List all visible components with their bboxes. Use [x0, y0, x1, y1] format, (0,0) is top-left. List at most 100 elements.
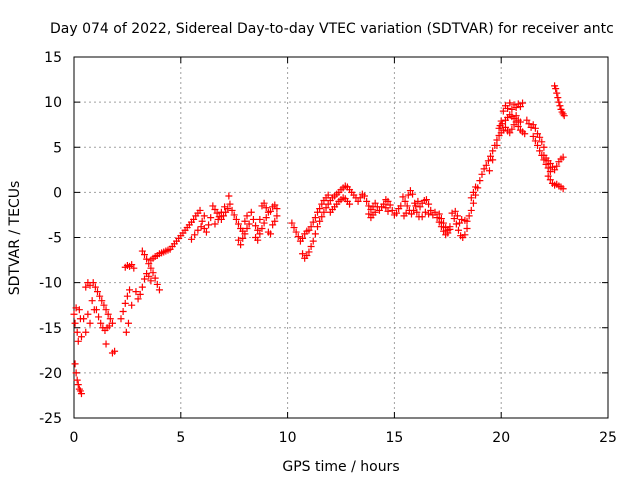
data-point	[467, 194, 475, 202]
data-point	[461, 231, 469, 239]
data-point	[232, 215, 240, 223]
data-point	[476, 177, 484, 185]
data-point	[138, 247, 146, 255]
y-tick-label: 0	[53, 185, 62, 201]
data-point	[256, 230, 264, 238]
data-point	[324, 200, 332, 208]
data-point	[73, 376, 81, 384]
data-point	[123, 292, 131, 300]
data-point	[138, 283, 146, 291]
data-point	[534, 141, 542, 149]
data-point	[399, 193, 407, 201]
data-point	[431, 208, 439, 216]
data-point	[132, 288, 140, 296]
grid-lines	[74, 57, 608, 418]
data-point	[546, 168, 554, 176]
y-tick-label: 5	[53, 140, 62, 156]
data-point	[413, 208, 421, 216]
data-point	[155, 286, 163, 294]
data-point	[82, 283, 90, 291]
data-point	[309, 237, 317, 245]
data-point	[544, 164, 552, 172]
y-tick-label: -20	[39, 366, 62, 382]
data-point	[196, 206, 204, 214]
data-point	[117, 315, 125, 323]
data-point	[102, 340, 110, 348]
data-point	[536, 147, 544, 155]
data-point	[463, 217, 471, 225]
data-point	[191, 231, 199, 239]
data-point	[388, 206, 396, 214]
y-axis-label: SDTVAR / TECUs	[7, 181, 23, 296]
data-point	[294, 233, 302, 241]
data-point	[147, 264, 155, 272]
data-point	[221, 203, 229, 211]
data-point	[77, 390, 85, 398]
data-point	[467, 206, 475, 214]
data-point	[536, 133, 544, 141]
data-point	[437, 215, 445, 223]
data-point	[93, 288, 101, 296]
data-point	[560, 112, 568, 120]
data-point	[245, 220, 253, 228]
data-point	[249, 215, 257, 223]
data-point	[311, 230, 319, 238]
x-tick-label: 25	[599, 430, 617, 446]
data-point	[508, 125, 516, 133]
data-point	[519, 99, 527, 107]
data-point	[401, 197, 409, 205]
data-point	[425, 210, 433, 218]
data-point	[485, 167, 493, 175]
data-point	[499, 107, 507, 115]
data-point	[299, 234, 307, 242]
data-point	[546, 159, 554, 167]
data-point	[506, 99, 514, 107]
data-point	[104, 310, 112, 318]
data-point	[71, 319, 79, 327]
x-tick-label: 15	[385, 430, 403, 446]
data-point	[128, 301, 136, 309]
data-point	[299, 250, 307, 258]
data-point	[106, 315, 114, 323]
data-point	[143, 255, 151, 263]
data-point	[200, 212, 208, 220]
data-point	[119, 308, 127, 316]
data-point	[446, 223, 454, 231]
data-point	[487, 152, 495, 160]
data-point	[95, 313, 103, 321]
data-point	[247, 208, 255, 216]
data-point	[375, 206, 383, 214]
data-point	[360, 192, 368, 200]
data-point	[546, 176, 554, 184]
data-point	[307, 243, 315, 251]
data-point	[482, 161, 490, 169]
data-point	[254, 226, 262, 234]
data-point	[472, 183, 480, 191]
data-points	[70, 82, 568, 398]
data-point	[397, 202, 405, 210]
data-point	[318, 213, 326, 221]
data-point	[435, 218, 443, 226]
data-point	[126, 286, 134, 294]
data-point	[411, 199, 419, 207]
data-point	[226, 200, 234, 208]
data-point	[239, 234, 247, 242]
data-point	[384, 197, 392, 205]
data-point	[309, 218, 317, 226]
data-point	[538, 138, 546, 146]
data-point	[254, 236, 262, 244]
data-point	[365, 202, 373, 210]
data-point	[529, 132, 537, 140]
data-point	[140, 251, 148, 259]
data-point	[493, 141, 501, 149]
plot-frame	[73, 56, 609, 419]
data-point	[437, 223, 445, 231]
data-point	[322, 204, 330, 212]
data-point	[84, 310, 92, 318]
data-point	[102, 306, 110, 314]
data-point	[407, 210, 415, 218]
y-tick-label: -5	[48, 231, 62, 247]
data-point	[234, 220, 242, 228]
data-point	[516, 118, 524, 126]
data-point	[71, 360, 79, 368]
